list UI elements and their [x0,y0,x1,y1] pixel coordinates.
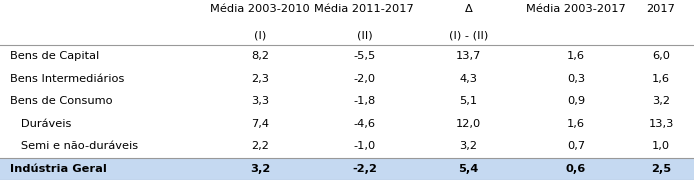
Text: 4,3: 4,3 [459,74,477,84]
Text: 6,0: 6,0 [652,51,670,61]
Text: Indústria Geral: Indústria Geral [10,164,108,174]
Text: 8,2: 8,2 [251,51,269,61]
Text: Média 2003-2010: Média 2003-2010 [210,4,310,14]
Text: 3,2: 3,2 [652,96,670,106]
Text: Bens Intermediários: Bens Intermediários [10,74,125,84]
Text: Semi e não-duráveis: Semi e não-duráveis [10,141,139,151]
Text: 5,4: 5,4 [458,164,479,174]
Text: Bens de Capital: Bens de Capital [10,51,100,61]
Text: 2,2: 2,2 [251,141,269,151]
Text: 2,5: 2,5 [651,164,671,174]
Text: -1,8: -1,8 [353,96,375,106]
Text: Bens de Consumo: Bens de Consumo [10,96,113,106]
Text: (I) - (II): (I) - (II) [449,31,488,40]
Text: 5,1: 5,1 [459,96,477,106]
Text: Δ: Δ [464,4,473,14]
Text: 0,9: 0,9 [567,96,585,106]
Text: 13,3: 13,3 [648,119,674,129]
Text: 3,3: 3,3 [251,96,269,106]
Text: (II): (II) [357,31,372,40]
Text: 2,3: 2,3 [251,74,269,84]
Text: -1,0: -1,0 [353,141,375,151]
Text: -5,5: -5,5 [353,51,375,61]
Text: 0,7: 0,7 [567,141,585,151]
Text: 1,0: 1,0 [652,141,670,151]
Text: 3,2: 3,2 [459,141,477,151]
Text: (I): (I) [254,31,266,40]
Text: 7,4: 7,4 [251,119,269,129]
Text: 0,6: 0,6 [566,164,586,174]
Text: Média 2003-2017: Média 2003-2017 [526,4,626,14]
Text: 0,3: 0,3 [567,74,585,84]
FancyBboxPatch shape [0,158,694,180]
Text: -2,0: -2,0 [353,74,375,84]
Text: 1,6: 1,6 [652,74,670,84]
Text: Duráveis: Duráveis [10,119,71,129]
Text: 2017: 2017 [647,4,675,14]
Text: 12,0: 12,0 [456,119,481,129]
Text: 3,2: 3,2 [250,164,271,174]
Text: -2,2: -2,2 [352,164,377,174]
Text: -4,6: -4,6 [353,119,375,129]
Text: 1,6: 1,6 [567,119,585,129]
Text: Média 2011-2017: Média 2011-2017 [314,4,414,14]
Text: 1,6: 1,6 [567,51,585,61]
Text: 13,7: 13,7 [456,51,481,61]
